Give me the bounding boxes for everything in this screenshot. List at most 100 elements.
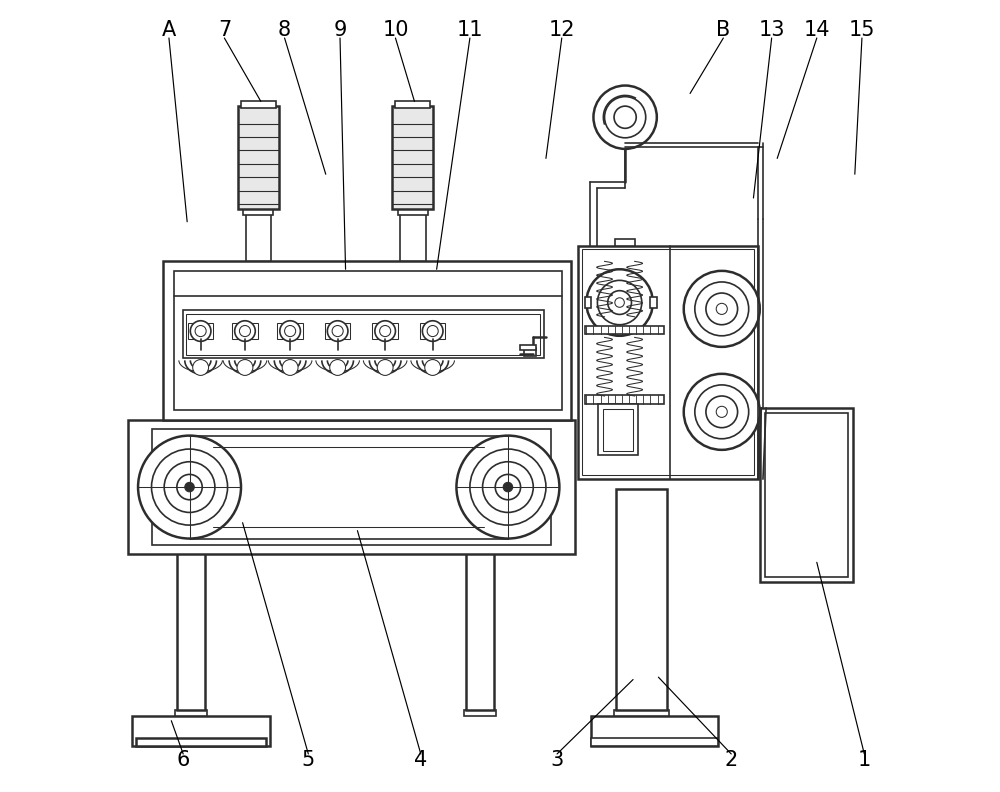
Circle shape — [427, 326, 438, 337]
Bar — [232, 323, 258, 339]
Circle shape — [706, 293, 738, 325]
Bar — [585, 395, 664, 404]
Bar — [603, 409, 633, 451]
Bar — [243, 209, 273, 215]
Circle shape — [177, 474, 202, 500]
Circle shape — [425, 360, 441, 375]
Circle shape — [716, 406, 727, 417]
Text: 9: 9 — [333, 20, 347, 40]
Bar — [132, 716, 270, 746]
Bar — [591, 738, 718, 746]
Circle shape — [190, 321, 211, 341]
Circle shape — [615, 298, 624, 307]
Bar — [464, 710, 496, 716]
Text: 11: 11 — [457, 20, 483, 40]
Bar — [186, 314, 540, 355]
Bar — [466, 547, 494, 710]
Bar — [136, 738, 266, 746]
Bar — [175, 710, 207, 716]
Bar — [392, 106, 433, 209]
Bar — [615, 239, 635, 246]
Circle shape — [280, 321, 300, 341]
Text: 15: 15 — [849, 20, 875, 40]
Bar — [524, 348, 536, 356]
Circle shape — [503, 482, 513, 492]
Bar — [325, 323, 350, 339]
Bar — [582, 249, 754, 475]
Circle shape — [164, 462, 215, 512]
Circle shape — [330, 360, 346, 375]
Bar — [174, 271, 562, 410]
Text: 12: 12 — [549, 20, 575, 40]
Bar — [578, 246, 758, 479]
Circle shape — [327, 321, 348, 341]
Circle shape — [684, 374, 760, 450]
Text: 5: 5 — [302, 750, 315, 771]
Text: 10: 10 — [382, 20, 409, 40]
Bar — [395, 101, 430, 108]
Circle shape — [239, 326, 251, 337]
Text: 13: 13 — [758, 20, 785, 40]
Text: 7: 7 — [218, 20, 231, 40]
Bar — [188, 323, 213, 339]
Bar — [163, 261, 571, 420]
Circle shape — [285, 326, 296, 337]
Bar — [420, 323, 445, 339]
Circle shape — [586, 269, 653, 336]
Bar — [246, 214, 271, 261]
Text: 3: 3 — [550, 750, 564, 771]
Circle shape — [237, 360, 253, 375]
Bar — [765, 413, 848, 577]
Circle shape — [195, 326, 206, 337]
Circle shape — [593, 86, 657, 149]
Text: B: B — [716, 20, 730, 40]
Circle shape — [605, 97, 646, 138]
Text: 14: 14 — [804, 20, 830, 40]
Bar — [238, 106, 279, 209]
Circle shape — [597, 280, 642, 325]
Circle shape — [185, 482, 194, 492]
Bar — [614, 710, 669, 716]
Bar — [598, 404, 638, 455]
Circle shape — [380, 326, 391, 337]
Circle shape — [375, 321, 395, 341]
Text: 6: 6 — [177, 750, 190, 771]
Text: 1: 1 — [858, 750, 871, 771]
Circle shape — [695, 385, 749, 439]
Circle shape — [138, 436, 241, 539]
Bar — [152, 429, 551, 545]
Circle shape — [608, 291, 631, 314]
Circle shape — [614, 106, 636, 128]
Circle shape — [152, 449, 228, 525]
Circle shape — [456, 436, 559, 539]
Text: 4: 4 — [414, 750, 427, 771]
Circle shape — [377, 360, 393, 375]
Bar — [585, 326, 664, 334]
Circle shape — [282, 360, 298, 375]
Bar — [277, 323, 303, 339]
Circle shape — [235, 321, 255, 341]
Bar — [616, 489, 667, 710]
Circle shape — [495, 474, 521, 500]
Circle shape — [483, 462, 533, 512]
Circle shape — [684, 271, 760, 347]
Bar — [128, 420, 575, 554]
Circle shape — [422, 321, 443, 341]
Bar — [591, 716, 718, 746]
Bar — [372, 323, 398, 339]
Circle shape — [716, 303, 727, 314]
Circle shape — [706, 396, 738, 428]
Circle shape — [470, 449, 546, 525]
Circle shape — [695, 282, 749, 336]
Bar — [183, 310, 544, 358]
Circle shape — [332, 326, 343, 337]
Circle shape — [193, 360, 209, 375]
Bar — [400, 214, 426, 261]
Bar — [398, 209, 428, 215]
Bar — [177, 547, 205, 710]
Text: A: A — [162, 20, 176, 40]
Bar — [241, 101, 276, 108]
Bar — [585, 297, 591, 308]
Bar — [650, 297, 657, 308]
Bar — [520, 345, 536, 350]
